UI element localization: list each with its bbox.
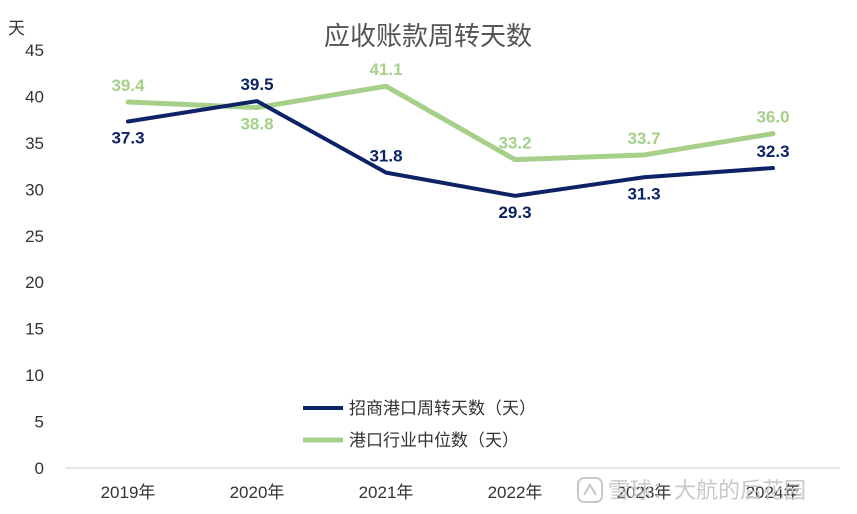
y-tick-label: 10 xyxy=(25,366,44,385)
y-axis-unit-label: 天 xyxy=(8,19,25,38)
x-tick-label: 2021年 xyxy=(359,483,414,502)
data-label-cmport: 29.3 xyxy=(498,203,531,222)
y-axis-ticks: 0 5 10 15 20 25 30 35 40 45 xyxy=(25,41,44,478)
x-axis-ticks: 2019年 2020年 2021年 2022年 2023年 2024年 xyxy=(101,483,801,502)
legend-label: 港口行业中位数（天） xyxy=(349,431,519,450)
data-label-industry-median: 38.8 xyxy=(240,115,273,134)
x-tick-label: 2024年 xyxy=(746,483,801,502)
data-label-industry-median: 41.1 xyxy=(369,60,402,79)
y-tick-label: 45 xyxy=(25,41,44,60)
watermark-text: 雪球：大航的后花园 xyxy=(608,478,806,503)
chart-title: 应收账款周转天数 xyxy=(324,21,532,51)
series-lines xyxy=(125,83,776,198)
data-label-industry-median: 33.7 xyxy=(627,129,660,148)
y-tick-label: 20 xyxy=(25,273,44,292)
legend: 招商港口周转天数（天） 港口行业中位数（天） xyxy=(303,399,536,450)
x-tick-label: 2023年 xyxy=(617,483,672,502)
y-tick-label: 5 xyxy=(35,413,44,432)
data-label-cmport: 37.3 xyxy=(111,129,144,148)
data-label-cmport: 39.5 xyxy=(240,75,273,94)
data-label-industry-median: 33.2 xyxy=(498,134,531,153)
legend-label: 招商港口周转天数（天） xyxy=(349,399,536,418)
data-label-industry-median: 36.0 xyxy=(756,108,789,127)
data-label-cmport: 31.3 xyxy=(627,184,660,203)
y-tick-label: 40 xyxy=(25,87,44,106)
series-line-cmport xyxy=(126,99,775,198)
data-label-cmport: 31.8 xyxy=(369,147,402,166)
x-tick-label: 2019年 xyxy=(101,483,156,502)
x-tick-label: 2022年 xyxy=(488,483,543,502)
y-tick-label: 25 xyxy=(25,227,44,246)
watermark: 雪球：大航的后花园 xyxy=(577,477,806,503)
data-label-industry-median: 39.4 xyxy=(111,76,145,95)
y-tick-label: 15 xyxy=(25,320,44,339)
y-tick-label: 0 xyxy=(35,459,44,478)
snowball-logo-icon xyxy=(577,477,603,503)
data-labels: 37.3 39.5 31.8 29.3 31.3 32.3 39.4 38.8 41.1 33.2… xyxy=(111,60,789,222)
data-label-cmport: 32.3 xyxy=(756,142,789,161)
y-tick-label: 30 xyxy=(25,180,44,199)
series-line-industry-median xyxy=(125,83,776,163)
x-tick-label: 2020年 xyxy=(230,483,285,502)
y-tick-label: 35 xyxy=(25,134,44,153)
